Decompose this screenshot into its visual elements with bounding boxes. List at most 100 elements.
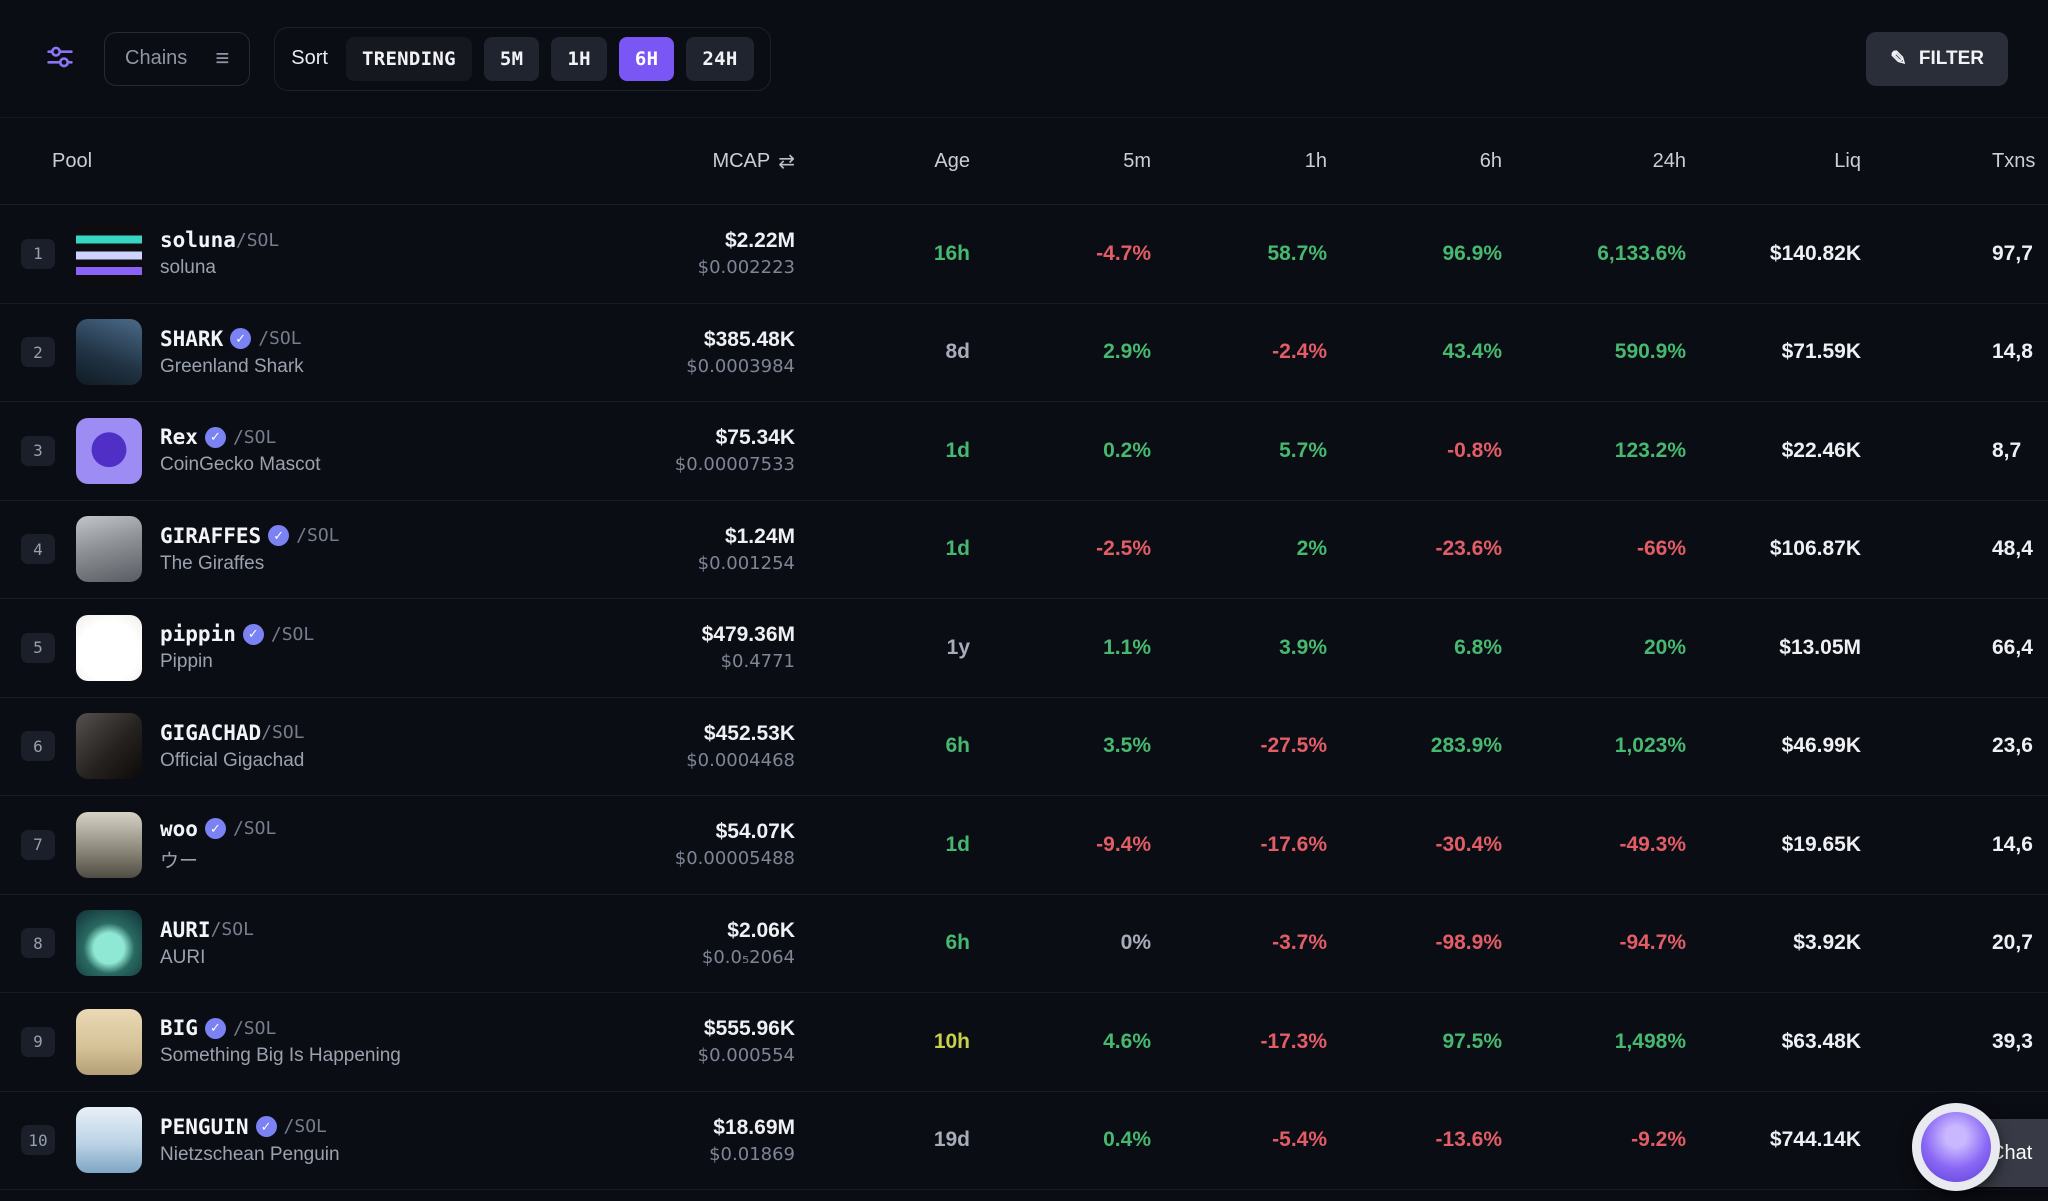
filter-button[interactable]: ✎ FILTER [1866, 31, 2008, 86]
token-avatar [76, 811, 142, 878]
table-row[interactable]: 9 BIG ✓ /SOL Something Big Is Happening $555.… [0, 993, 2048, 1092]
token-avatar [76, 220, 142, 287]
change-1h: 3.9% [1279, 635, 1327, 659]
token-avatar [76, 516, 142, 583]
verified-icon: ✓ [255, 1116, 277, 1138]
change-1h: -5.4% [1272, 1128, 1327, 1152]
change-24h: 1,498% [1614, 1029, 1686, 1053]
adjustments-button[interactable] [40, 37, 80, 80]
change-5m: -4.7% [1096, 241, 1151, 265]
mcap-value: $385.48K [703, 327, 795, 351]
sort-swap-icon[interactable]: ⇄ [778, 149, 795, 173]
chains-label: Chains [125, 47, 188, 69]
change-6h: -98.9% [1435, 931, 1502, 955]
txns-value: 97,7 [1992, 241, 2033, 265]
chat-avatar[interactable] [1912, 1103, 2000, 1191]
table-row[interactable]: 1 soluna/SOL soluna $2.22M $0.002223 16h -4.7%… [0, 205, 2048, 304]
rank-badge: 8 [21, 928, 55, 959]
table-row[interactable]: 4 GIRAFFES ✓ /SOL The Giraffes $1.24M $0.00125… [0, 501, 2048, 599]
token-pair: /SOL [258, 328, 302, 350]
column-header-age[interactable]: Age [934, 149, 970, 172]
token-price: $0.001254 [697, 552, 795, 574]
mcap-header-label: MCAP [712, 149, 771, 172]
mcap-value: $1.24M [724, 524, 795, 548]
table-row[interactable]: 3 Rex ✓ /SOL CoinGecko Mascot $75.34K $0.00007… [0, 402, 2048, 501]
mcap-value: $452.53K [703, 721, 795, 745]
change-1h: -17.3% [1260, 1029, 1327, 1053]
txns-value: 23,6 [1992, 734, 2033, 758]
change-1h: 58.7% [1267, 241, 1327, 265]
change-6h: -0.8% [1447, 438, 1502, 462]
table-row[interactable]: 7 woo ✓ /SOL ウー $54.07K $0.00005488 1d -9.4% -17.… [0, 796, 2048, 895]
table-row[interactable]: 2 SHARK ✓ /SOL Greenland Shark $385.48K $0.000… [0, 304, 2048, 402]
column-header-6h[interactable]: 6h [1479, 149, 1502, 172]
change-24h: -66% [1636, 537, 1686, 561]
token-avatar [76, 614, 142, 681]
column-header-pool[interactable]: Pool [52, 149, 93, 172]
sort-option-1h[interactable]: 1H [551, 36, 607, 81]
token-price: $0.00007533 [674, 454, 795, 476]
token-pair: /SOL [232, 1017, 277, 1039]
sort-label: Sort [291, 47, 328, 69]
token-pair: /SOL [210, 919, 254, 941]
rank-badge: 4 [21, 534, 55, 565]
token-price: $0.0₅2064 [701, 946, 795, 968]
table-row[interactable]: 10 PENGUIN ✓ /SOL Nietzschean Penguin $18.69M… [0, 1092, 2048, 1190]
change-5m: 1.1% [1103, 635, 1151, 659]
liquidity-value: $19.65K [1781, 832, 1861, 856]
token-symbol: BIG [160, 1016, 198, 1041]
verified-icon: ✓ [204, 1017, 226, 1039]
mcap-value: $479.36M [701, 623, 795, 647]
age-value: 8d [945, 340, 970, 364]
rank-badge: 1 [21, 238, 55, 269]
rank-badge: 9 [21, 1026, 55, 1057]
change-5m: -9.4% [1096, 832, 1151, 856]
sort-buttons: TRENDING 5M 1H 6H 24H [345, 36, 754, 81]
column-header-5m[interactable]: 5m [1123, 149, 1151, 172]
age-value: 1d [945, 537, 970, 561]
liquidity-value: $106.87K [1769, 537, 1861, 561]
txns-value: 14,8 [1992, 340, 2033, 364]
column-header-1h[interactable]: 1h [1304, 149, 1327, 172]
sort-group: Sort TRENDING 5M 1H 6H 24H [274, 26, 771, 91]
column-header-mcap[interactable]: MCAP ⇄ [620, 149, 795, 173]
sort-option-5m[interactable]: 5M [483, 36, 540, 81]
change-24h: -49.3% [1619, 832, 1686, 856]
column-header-liq[interactable]: Liq [1834, 149, 1861, 172]
column-header-txns[interactable]: Txns [1992, 149, 2036, 172]
change-24h: -94.7% [1619, 931, 1686, 955]
column-header-24h[interactable]: 24h [1652, 149, 1686, 172]
chains-dropdown[interactable]: Chains ≡ [104, 31, 251, 86]
verified-icon: ✓ [230, 328, 252, 350]
change-24h: 20% [1643, 635, 1686, 659]
table-row[interactable]: 8 AURI/SOL AURI $2.06K $0.0₅2064 6h 0% -3.7% -98… [0, 895, 2048, 993]
token-pair: /SOL [270, 623, 315, 645]
token-price: $0.0004468 [686, 749, 795, 771]
mcap-value: $2.22M [724, 229, 795, 253]
pools-table: 1 soluna/SOL soluna $2.22M $0.002223 16h -4.7%… [0, 205, 2048, 1190]
table-row[interactable]: 5 pippin ✓ /SOL Pippin $479.36M $0.4771 1y 1.1% 3… [0, 599, 2048, 698]
txns-value: 48,4 [1992, 537, 2033, 561]
sort-option-6h[interactable]: 6H [618, 36, 675, 81]
change-5m: 3.5% [1103, 734, 1151, 758]
change-6h: -30.4% [1435, 832, 1502, 856]
mcap-value: $555.96K [703, 1017, 795, 1041]
change-1h: -27.5% [1260, 734, 1327, 758]
sliders-icon [44, 41, 76, 76]
change-24h: 590.9% [1614, 340, 1686, 364]
token-avatar [76, 1008, 142, 1075]
table-row[interactable]: 6 GIGACHAD/SOL Official Gigachad $452.53K $0… [0, 698, 2048, 796]
token-price: $0.0003984 [686, 355, 795, 377]
token-symbol: SHARK [160, 326, 224, 351]
verified-icon: ✓ [242, 623, 264, 645]
sort-option-trending[interactable]: TRENDING [345, 36, 472, 81]
age-value: 10h [933, 1029, 970, 1053]
change-6h: -23.6% [1435, 537, 1502, 561]
sort-option-24h[interactable]: 24H [686, 36, 754, 81]
txns-value: 14,6 [1992, 832, 2033, 856]
change-1h: -3.7% [1272, 931, 1327, 955]
rank-badge: 10 [21, 1125, 55, 1156]
rank-badge: 3 [21, 435, 55, 466]
mcap-value: $18.69M [713, 1115, 795, 1139]
age-value: 1d [945, 438, 970, 462]
